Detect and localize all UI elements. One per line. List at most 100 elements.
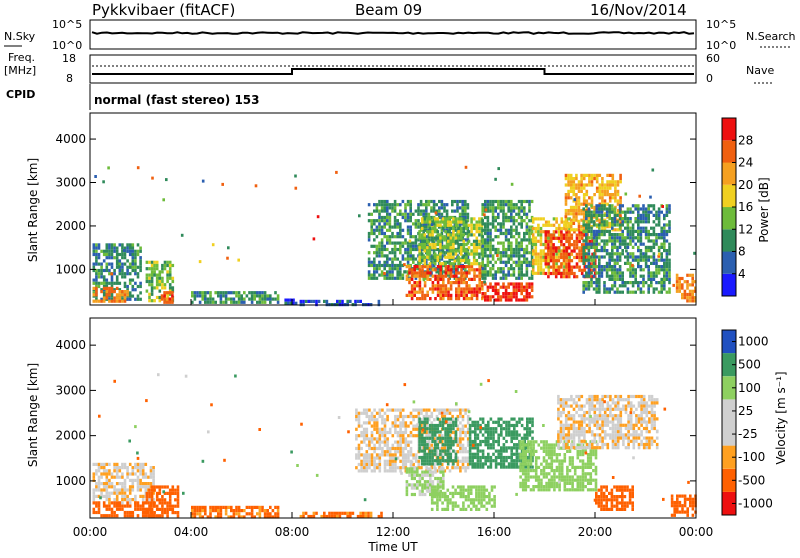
heatmap-cell xyxy=(434,243,437,246)
heatmap-cell xyxy=(292,302,295,305)
heatmap-cell xyxy=(606,223,609,226)
heatmap-cell xyxy=(161,498,164,501)
heatmap-cell xyxy=(360,460,363,463)
heatmap-cell xyxy=(515,282,518,285)
heatmap-cell xyxy=(576,234,579,237)
heatmap-cell xyxy=(240,294,243,297)
heatmap-cell xyxy=(563,256,566,259)
heatmap-cell xyxy=(368,415,371,418)
heatmap-cell xyxy=(540,243,543,246)
heatmap-cell xyxy=(129,488,132,491)
heatmap-cell xyxy=(455,221,458,224)
heatmap-cell xyxy=(681,293,684,296)
heatmap-cell xyxy=(434,446,437,449)
heatmap-cell xyxy=(147,501,150,504)
heatmap-cell xyxy=(121,488,124,491)
heatmap-cell xyxy=(570,222,573,225)
heatmap-cell xyxy=(456,206,459,209)
heatmap-cell xyxy=(452,505,455,508)
heatmap-cell xyxy=(507,200,510,203)
heatmap-cell xyxy=(565,246,568,249)
heatmap-cell xyxy=(473,287,476,290)
heatmap-cell xyxy=(565,237,568,240)
heatmap-cell xyxy=(381,264,384,267)
heatmap-cell xyxy=(113,272,116,275)
heatmap-cell xyxy=(396,235,399,238)
heatmap-cell xyxy=(233,291,236,294)
heatmap-cell xyxy=(494,216,497,219)
heatmap-cell xyxy=(520,238,523,241)
heatmap-cell xyxy=(452,450,455,453)
heatmap-cell xyxy=(151,514,154,517)
heatmap-cell xyxy=(532,249,535,252)
heatmap-cell xyxy=(467,216,470,219)
heatmap-cell xyxy=(614,239,617,242)
heatmap-cell xyxy=(593,236,596,239)
heatmap-cell xyxy=(166,508,169,511)
heatmap-cell xyxy=(526,282,529,285)
heatmap-cell xyxy=(637,246,640,249)
heatmap-cell xyxy=(124,290,127,293)
heatmap-cell xyxy=(502,277,505,280)
heatmap-cell xyxy=(159,501,162,504)
heatmap-cell xyxy=(591,174,594,177)
heatmap-cell xyxy=(366,431,369,434)
heatmap-cell xyxy=(248,512,251,515)
heatmap-cell xyxy=(552,262,555,265)
heatmap-cell xyxy=(103,287,106,290)
heatmap-cell xyxy=(603,230,606,233)
heatmap-cell xyxy=(513,229,516,232)
heatmap-cell xyxy=(606,262,609,265)
heatmap-cell xyxy=(153,501,156,504)
heatmap-cell xyxy=(450,297,453,300)
heatmap-cell xyxy=(471,278,474,281)
heatmap-cell xyxy=(434,268,437,271)
heatmap-cell xyxy=(373,437,376,440)
heatmap-cell xyxy=(586,183,589,186)
heatmap-cell xyxy=(421,450,424,453)
heatmap-cell xyxy=(406,294,409,297)
heatmap-cell xyxy=(151,290,154,293)
heatmap-cell xyxy=(629,227,632,230)
heatmap-cell xyxy=(518,258,521,261)
heatmap-cell xyxy=(113,498,116,501)
heatmap-cell xyxy=(264,509,267,512)
heatmap-cell xyxy=(449,501,452,504)
heatmap-cell xyxy=(484,274,487,277)
heatmap-cell xyxy=(520,222,523,225)
heatmap-cell xyxy=(606,190,609,193)
heatmap-cell xyxy=(116,476,119,479)
heatmap-cell xyxy=(148,261,151,264)
heatmap-cell xyxy=(588,236,591,239)
heatmap-cell xyxy=(408,467,411,470)
heatmap-cell xyxy=(204,301,207,304)
heatmap-cell xyxy=(421,477,424,480)
heatmap-cell xyxy=(619,199,622,202)
heatmap-cell xyxy=(371,415,374,418)
heatmap-cell xyxy=(111,501,114,504)
heatmap-cell xyxy=(148,293,151,296)
heatmap-cell xyxy=(392,457,395,460)
heatmap-cell xyxy=(121,290,124,293)
heatmap-cell xyxy=(196,294,199,297)
heatmap-cell xyxy=(647,284,650,287)
heatmap-cell xyxy=(433,418,436,421)
heatmap-cell xyxy=(373,457,376,460)
heatmap-cell xyxy=(458,278,461,281)
heatmap-cell xyxy=(476,224,479,227)
heatmap-cell xyxy=(119,466,122,469)
heatmap-cell xyxy=(505,274,508,277)
heatmap-cell xyxy=(153,299,156,302)
heatmap-cell xyxy=(408,294,411,297)
heatmap-cell xyxy=(593,174,596,177)
heatmap-cell xyxy=(119,505,122,508)
heatmap-cell xyxy=(526,245,529,248)
heatmap-cell xyxy=(396,232,399,235)
heatmap-cell xyxy=(487,216,490,219)
heatmap-cell xyxy=(134,298,137,301)
power-heatmap xyxy=(93,166,697,306)
heatmap-cell xyxy=(429,477,432,480)
heatmap-cell xyxy=(476,291,479,294)
heatmap-cell xyxy=(129,295,132,298)
heatmap-cell xyxy=(421,246,424,249)
